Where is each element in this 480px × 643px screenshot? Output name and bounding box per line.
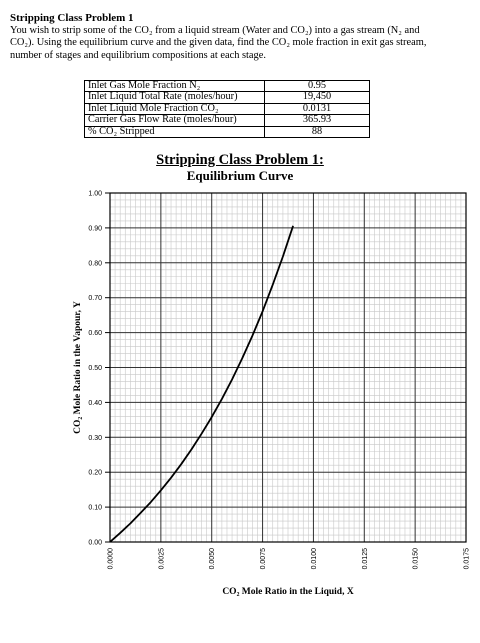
x-tick-label: 0.0175 (464, 548, 471, 570)
chart-title: Stripping Class Problem 1: (156, 152, 324, 168)
x-tick-label: 0.0000 (108, 548, 115, 570)
y-tick-label: 0.40 (88, 400, 102, 407)
x-tick-label: 0.0075 (260, 548, 267, 570)
parameter-value: 365.93 (264, 114, 370, 127)
equilibrium-curve (110, 225, 294, 542)
y-tick-label: 0.30 (88, 435, 102, 442)
parameter-value: 0.95 (264, 79, 370, 93)
x-axis-label: CO₂ Mole Ratio in the Liquid, X (222, 587, 354, 597)
parameter-value: 0.0131 (264, 102, 370, 116)
parameter-row: % CO₂ Stripped 88 (84, 125, 370, 139)
chart-subtitle: Equilibrium Curve (186, 168, 294, 183)
x-tick-label: 0.0150 (413, 548, 420, 570)
y-tick-label: 0.90 (88, 225, 102, 232)
problem-title: Stripping Class Problem 1 (10, 12, 134, 24)
parameter-row: Carrier Gas Flow Rate (moles/hour) 365.93 (84, 114, 370, 127)
x-tick-label: 0.0100 (311, 548, 318, 570)
plot-border (109, 192, 467, 543)
y-tick-label: 0.50 (88, 365, 102, 372)
y-tick-label: 1.00 (88, 191, 102, 198)
parameter-value: 19,450 (264, 91, 370, 104)
problem-text-line-2: CO₂). Using the equilibrium curve and th… (10, 37, 427, 48)
problem-text-line-1: You wish to strip some of the CO₂ from a… (10, 24, 420, 36)
problem-text-line-3: number of stages and equilibrium composi… (10, 49, 266, 61)
parameter-value: 88 (264, 125, 370, 139)
parameter-label: Inlet Gas Mole Fraction N₂ (84, 79, 265, 93)
y-axis-label: CO₂ Mole Ratio in the Vapour, Y (73, 301, 83, 434)
parameters-table: Inlet Gas Mole Fraction N₂ 0.95 Inlet Liqu… (84, 79, 370, 139)
y-tick-label: 0.60 (88, 330, 102, 337)
y-tick-label: 0.20 (88, 470, 102, 477)
problem-statement: Stripping Class Problem 1 You wish to st… (10, 12, 472, 62)
x-tick-label: 0.0050 (209, 548, 216, 570)
parameter-row: Inlet Liquid Mole Fraction CO₂ 0.0131 (84, 102, 370, 116)
x-tick-label: 0.0125 (362, 548, 369, 570)
y-tick-label: 0.00 (88, 540, 102, 547)
x-tick-label: 0.0025 (158, 548, 165, 570)
parameter-row: Inlet Gas Mole Fraction N₂ 0.95 (84, 79, 370, 93)
y-tick-label: 0.70 (88, 295, 102, 302)
y-tick-label: 0.10 (88, 505, 102, 512)
y-tick-label: 0.80 (88, 260, 102, 267)
parameter-row: Inlet Liquid Total Rate (moles/hour) 19,4… (84, 91, 370, 104)
